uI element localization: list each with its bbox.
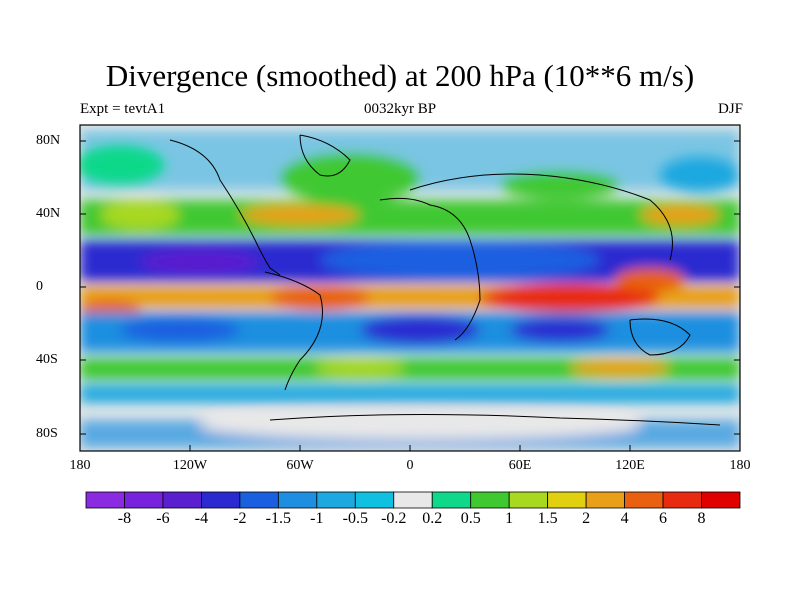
eurasia-green (500, 171, 620, 199)
pacific-deep-blue (140, 250, 260, 274)
lat-label-80n: 80N (36, 133, 61, 148)
colorbar-swatch (393, 491, 433, 509)
eurasia-coast (409, 173, 673, 261)
lat-label-40s: 40S (36, 352, 58, 367)
south-america-red (270, 286, 370, 310)
colorbar-tick-label: 1.5 (537, 510, 558, 527)
colorbar-tick-label: -4 (194, 510, 209, 527)
lon-label-60w: 60W (286, 458, 314, 473)
colorbar-tick-label: -2 (233, 510, 247, 527)
colorbar-swatch (624, 491, 664, 509)
antarctic-neutral (200, 411, 640, 439)
maritime-orange (615, 268, 685, 292)
africa-asia-blue (320, 240, 600, 280)
australia-coast (629, 318, 691, 356)
lon-label-180e: 180 (729, 458, 751, 473)
colorbar (85, 491, 741, 509)
south-america-coast (264, 271, 323, 391)
south-indian-blue (510, 318, 610, 342)
colorbar-tick-label: 6 (659, 510, 668, 527)
south-orange-1 (570, 360, 670, 376)
lat-ticks (80, 140, 740, 435)
lon-label-60e: 60E (508, 458, 532, 473)
colorbar-swatch (316, 491, 356, 509)
time-label: 0032kyr BP (363, 101, 437, 117)
lon-label-120e: 120E (615, 458, 645, 473)
colorbar-tick-label: 1 (505, 510, 514, 527)
lon-ticks (189, 445, 631, 451)
pacific-yellow (100, 201, 180, 229)
colorbar-tick-label: -6 (156, 510, 170, 527)
experiment-label: Expt = tevtA1 (80, 101, 166, 117)
south-yellow-1 (315, 360, 405, 376)
north-atlantic-green (280, 153, 420, 203)
colorbar-swatch (124, 491, 164, 509)
colorbar-swatch (585, 491, 625, 509)
lat-label-40n: 40N (36, 206, 61, 221)
divergence-field (80, 125, 740, 451)
lat-label-80s: 80S (36, 426, 58, 441)
colorbar-swatch (354, 491, 395, 509)
indian-ocean-red (480, 284, 660, 312)
west-pacific-orange (640, 205, 720, 225)
colorbar-swatch (277, 491, 318, 509)
south-atlantic-blue (360, 316, 480, 344)
colorbar-swatch (701, 491, 741, 509)
atlantic-orange (240, 205, 360, 225)
lon-label-120w: 120W (172, 458, 208, 473)
africa-coast (379, 197, 481, 341)
colorbar-swatch (547, 491, 587, 509)
northeast-cyan (660, 157, 740, 193)
colorbar-tick-label: -0.2 (381, 510, 407, 527)
colorbar-tick-label: -8 (117, 510, 132, 527)
south-cyan-2 (80, 385, 740, 403)
colorbar-tick-label: 4 (620, 510, 629, 527)
colorbar-swatch (162, 491, 202, 509)
colorbar-swatch (470, 491, 510, 509)
colorbar-swatch (85, 491, 125, 509)
colorbar-tick-label: 0.2 (422, 510, 443, 527)
midlat-green-band (80, 200, 740, 235)
north-pacific-green (80, 145, 165, 185)
greenland-coast (299, 134, 351, 177)
colorbar-swatch (431, 491, 472, 509)
colorbar-swatch (239, 491, 279, 509)
colorbar-swatch (662, 491, 702, 509)
colorbar-tick-label: 2 (582, 510, 591, 527)
north-america-coast (169, 139, 281, 276)
colorbar-tick-label: -1 (310, 510, 324, 527)
coastlines (169, 134, 721, 426)
colorbar-tick-label: 8 (697, 510, 706, 527)
colorbar-tick-label: -1.5 (265, 510, 291, 527)
lat-label-0: 0 (36, 279, 43, 294)
lon-label-180w: 180 (69, 458, 91, 473)
south-pacific-blue (120, 318, 240, 342)
season-label: DJF (717, 101, 743, 117)
colorbar-swatch (201, 491, 241, 509)
chart-title: Divergence (smoothed) at 200 hPa (10**6 … (105, 58, 695, 93)
colorbar-tick-label: 0.5 (460, 510, 481, 527)
colorbar-swatch (508, 491, 549, 509)
south-green-band (80, 358, 740, 380)
colorbar-tick-label: -0.5 (342, 510, 368, 527)
lon-label-0: 0 (406, 458, 414, 473)
antarctica-coast (269, 413, 721, 426)
